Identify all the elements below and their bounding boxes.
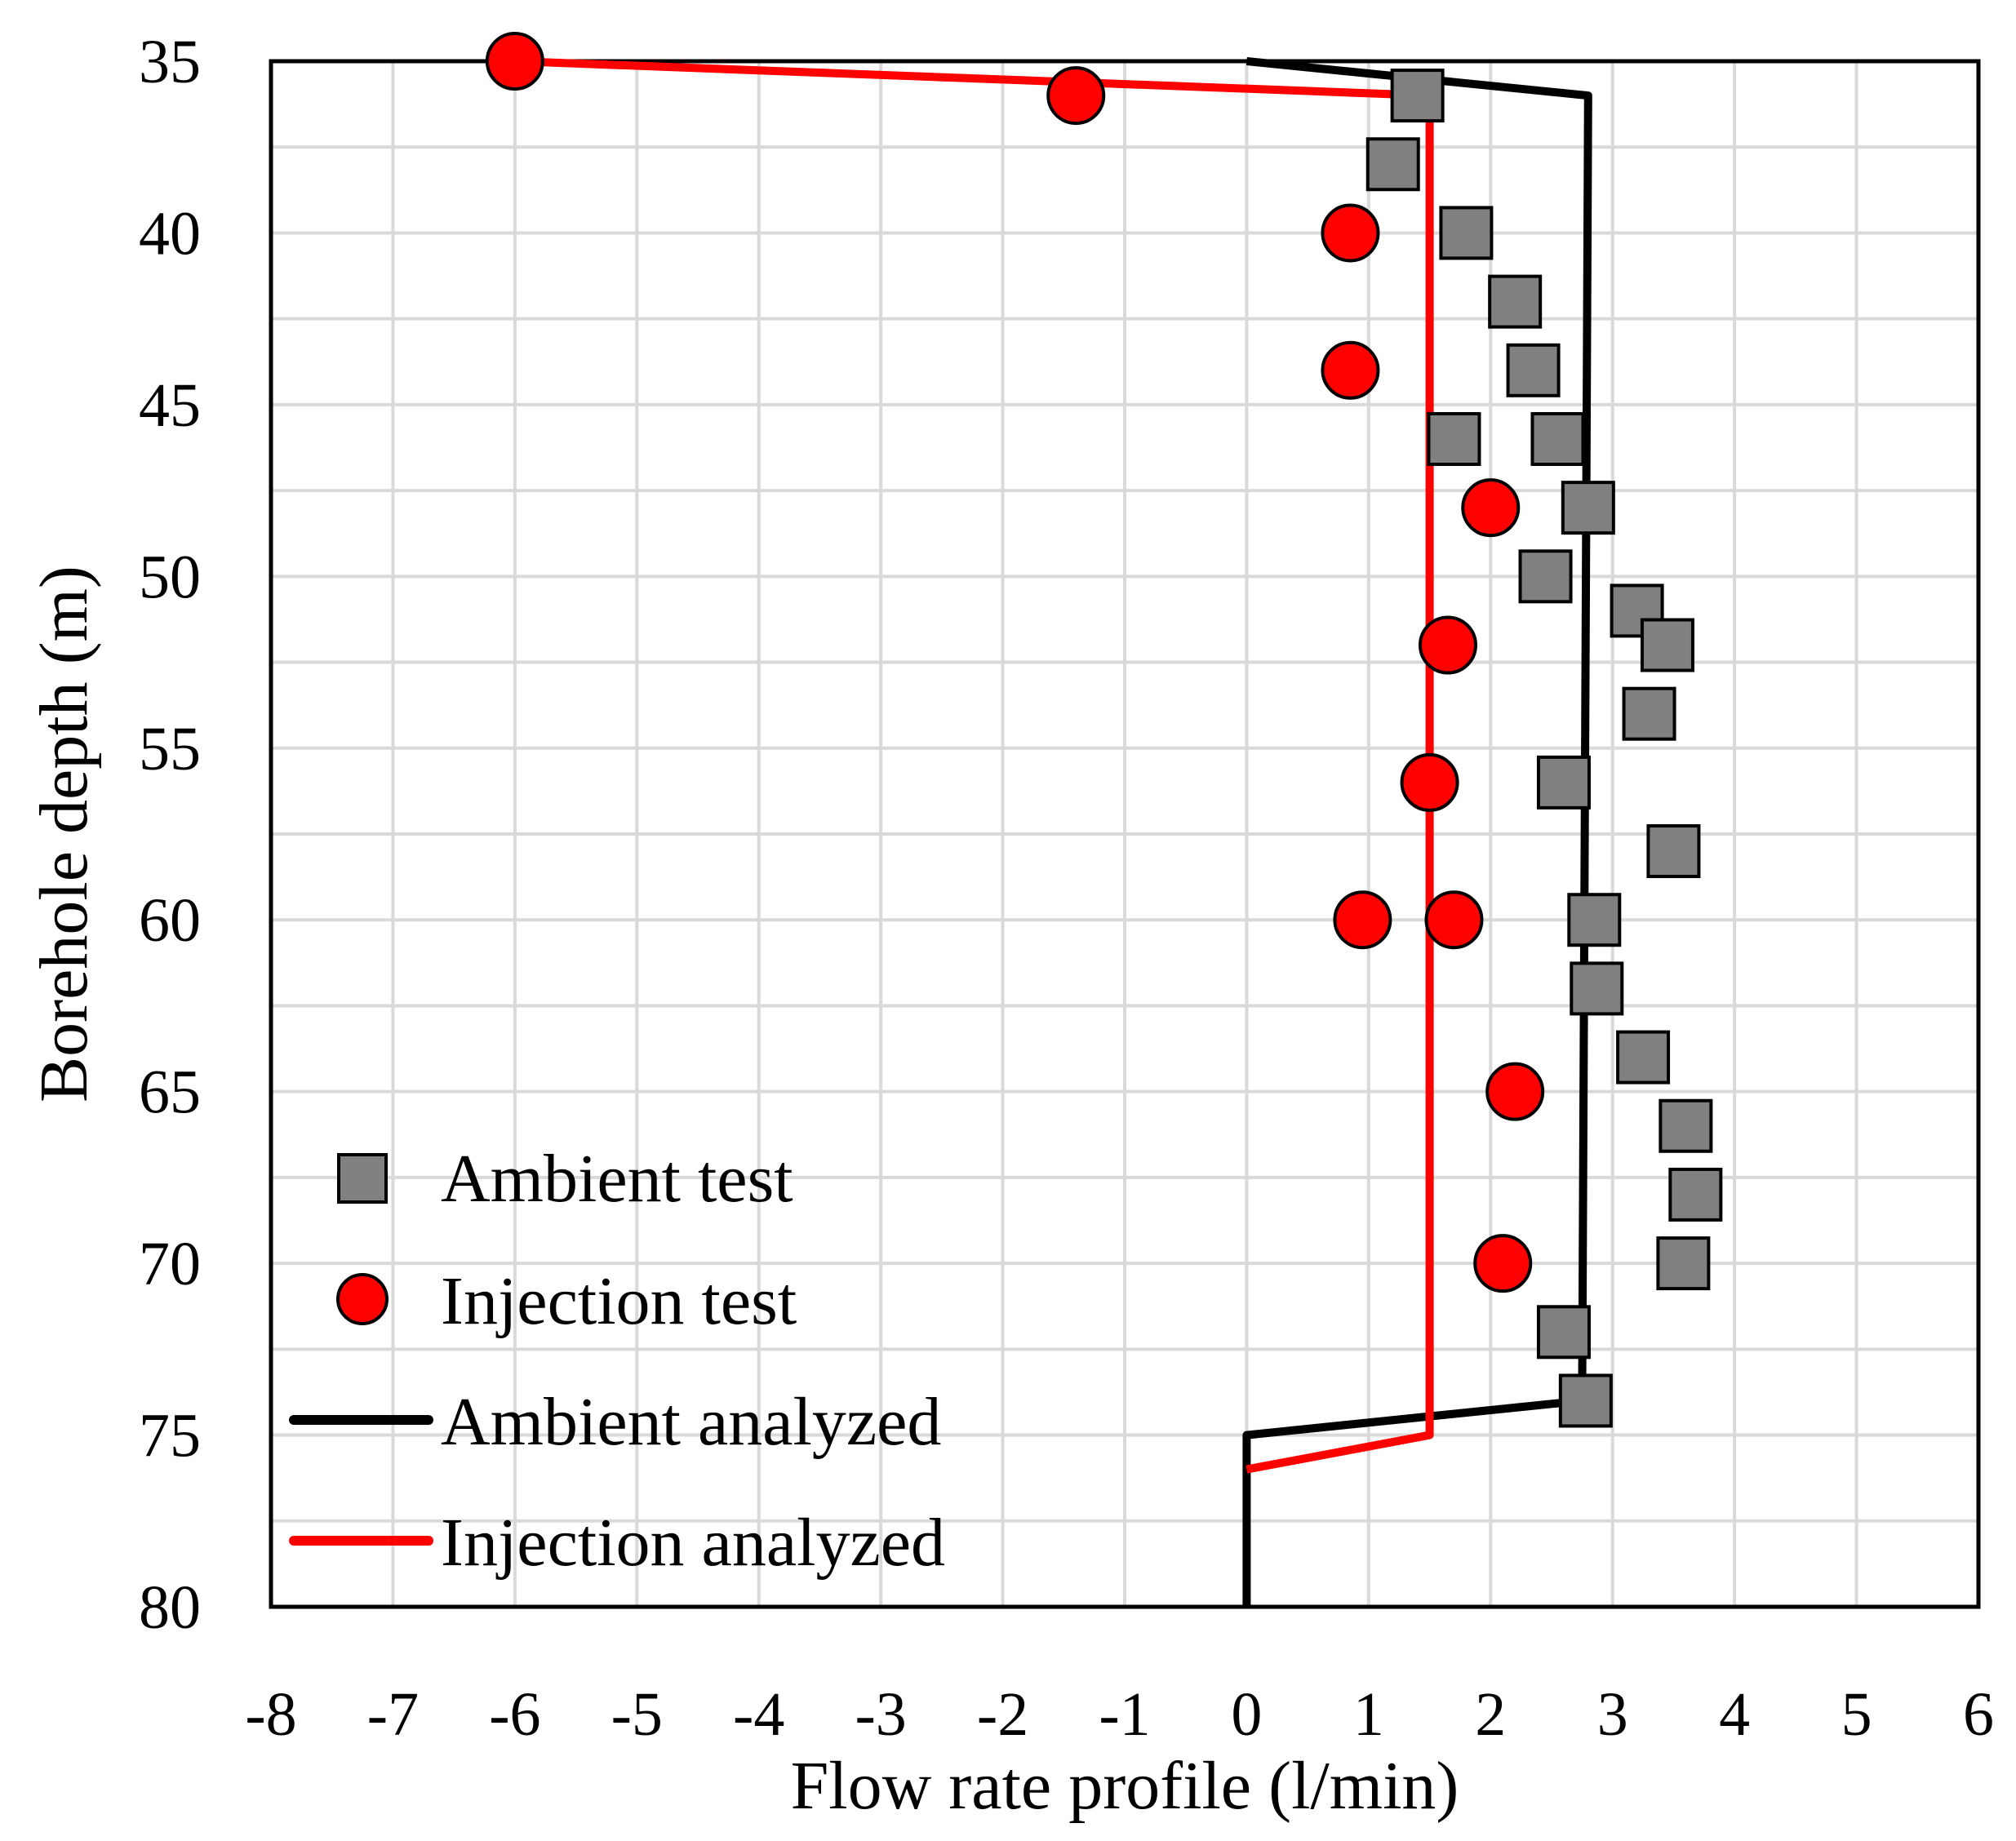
ambient-test-point (1506, 343, 1561, 397)
x-tick-label: -7 (367, 1680, 419, 1749)
y-tick-label: 55 (139, 715, 201, 783)
ambient-test-point (1530, 411, 1585, 466)
legend-injection-test-swatch (336, 1273, 389, 1325)
x-axis-ticks: -8 -7 -6 -5 -4 -3 -2 -1 0 1 2 3 4 5 6 (245, 1680, 1994, 1749)
x-tick-label: -5 (611, 1680, 663, 1749)
x-tick-label: 3 (1597, 1680, 1628, 1749)
ambient-test-point (1659, 1098, 1713, 1153)
y-axis-title: Borehole depth (m) (26, 566, 102, 1102)
ambient-test-point (1518, 549, 1573, 604)
injection-test-point (1333, 890, 1392, 950)
ambient-test-point (1656, 1236, 1711, 1291)
x-tick-label: -8 (245, 1680, 296, 1749)
legend-injection-analyzed-label: Injection analyzed (441, 1505, 945, 1581)
plot-area-frame (269, 59, 1981, 1609)
x-tick-label: -1 (1099, 1680, 1150, 1749)
ambient-test-point (1668, 1167, 1723, 1222)
ambient-test-point (1536, 755, 1591, 810)
y-tick-label: 80 (139, 1573, 201, 1642)
x-tick-label: -3 (855, 1680, 906, 1749)
x-tick-label: -2 (977, 1680, 1028, 1749)
y-tick-label: 60 (139, 886, 201, 955)
ambient-test-point (1365, 137, 1420, 192)
y-tick-label: 40 (139, 199, 201, 268)
injection-test-point (1418, 615, 1477, 675)
x-tick-label: 4 (1719, 1680, 1750, 1749)
ambient-test-point (1622, 686, 1676, 741)
ambient-test-point (1570, 961, 1624, 1016)
y-tick-label: 50 (139, 543, 201, 611)
injection-test-point (1485, 1062, 1545, 1121)
ambient-test-point (1567, 893, 1622, 947)
y-tick-label: 75 (139, 1402, 201, 1471)
ambient-test-point (1646, 824, 1701, 879)
legend-ambient-analyzed-label: Ambient analyzed (441, 1384, 941, 1460)
legend-injection-test-label: Injection test (441, 1263, 797, 1339)
ambient-test-point (1390, 69, 1445, 123)
x-tick-label: 6 (1963, 1680, 1994, 1749)
injection-test-point (1400, 752, 1459, 812)
ambient-test-point (1536, 1305, 1591, 1360)
y-tick-label: 35 (139, 28, 201, 96)
injection-test-point (1046, 66, 1106, 126)
y-tick-label: 65 (139, 1058, 201, 1127)
legend-ambient-test-label: Ambient test (441, 1141, 793, 1217)
x-axis-title: Flow rate profile (l/min) (791, 1748, 1459, 1824)
ambient-test-point (1558, 1373, 1613, 1428)
ambient-test-point (1439, 206, 1494, 260)
ambient-test-point (1616, 1030, 1671, 1085)
x-tick-label: 2 (1475, 1680, 1506, 1749)
ambient-test-point (1640, 618, 1694, 672)
injection-test-point (1424, 890, 1484, 950)
injection-test-point (1321, 203, 1380, 263)
data-markers (485, 32, 1723, 1428)
ambient-test-point (1561, 481, 1615, 535)
legend: Ambient test Injection test Ambient anal… (289, 1141, 945, 1581)
y-axis-ticks: 35 40 45 50 55 60 65 70 75 80 (139, 28, 201, 1642)
x-tick-label: 5 (1841, 1680, 1872, 1749)
x-tick-label: -6 (489, 1680, 540, 1749)
ambient-test-point (1488, 274, 1543, 329)
y-tick-label: 70 (139, 1230, 201, 1298)
injection-test-point (485, 32, 544, 91)
injection-test-point (1321, 340, 1380, 400)
x-tick-label: -4 (733, 1680, 784, 1749)
injection-test-point (1461, 478, 1521, 538)
x-tick-label: 1 (1353, 1680, 1384, 1749)
y-tick-label: 45 (139, 371, 201, 440)
ambient-test-point (1427, 411, 1481, 466)
x-tick-label: 0 (1231, 1680, 1262, 1749)
injection-test-point (1473, 1234, 1533, 1293)
legend-ambient-test-swatch (337, 1153, 388, 1204)
